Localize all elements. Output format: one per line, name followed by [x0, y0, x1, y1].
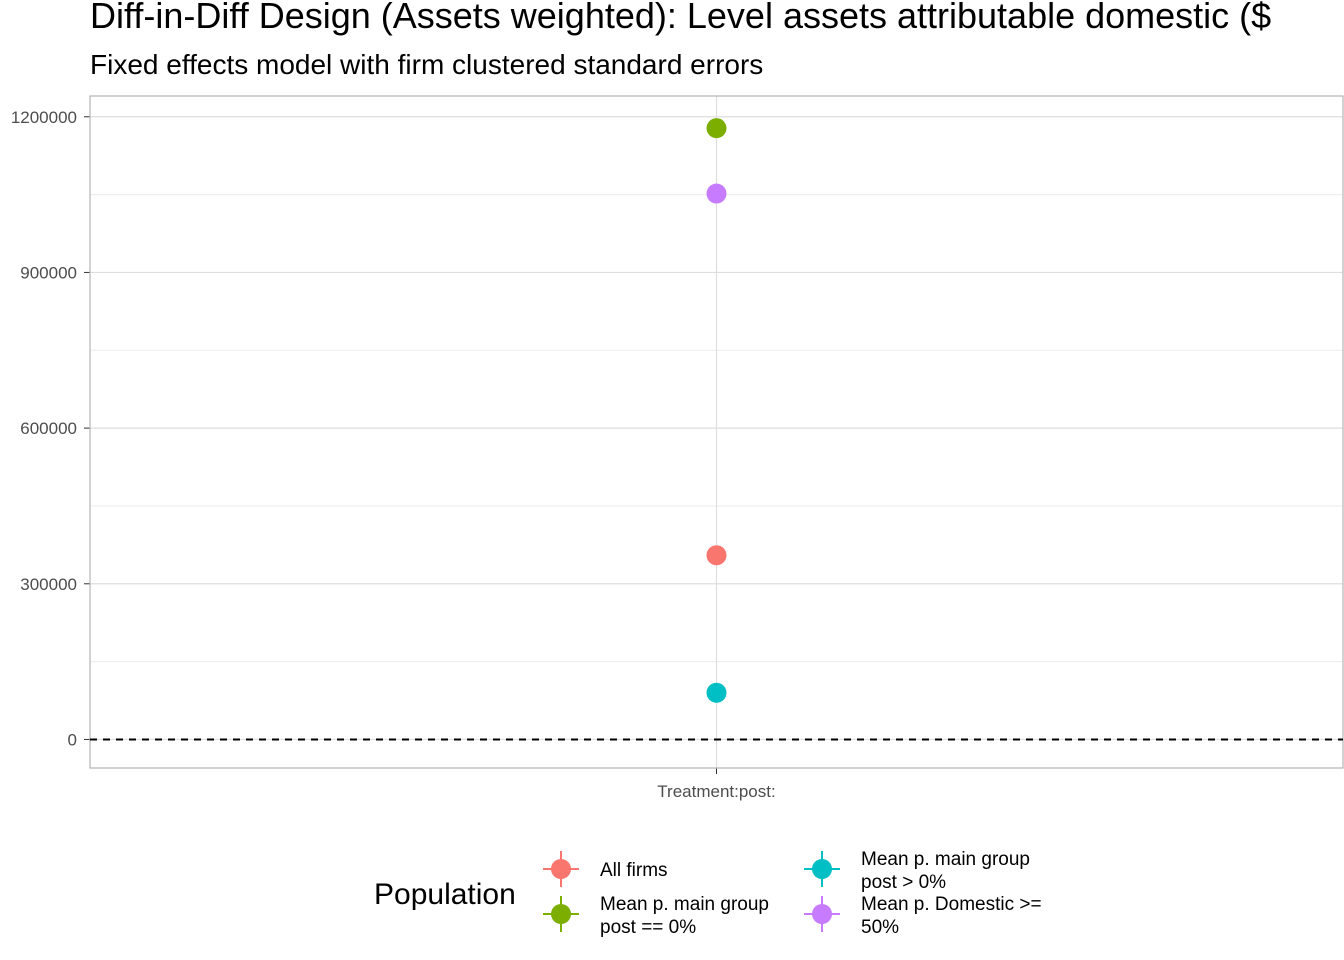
legend-key — [543, 851, 579, 887]
legend-key-point — [551, 859, 571, 879]
legend-label: All firms — [600, 860, 668, 881]
legend-key — [804, 896, 840, 932]
data-point — [706, 545, 727, 566]
chart-subtitle: Fixed effects model with firm clustered … — [90, 49, 763, 80]
data-point — [706, 118, 727, 139]
y-tick-label: 900000 — [20, 263, 77, 282]
legend-label: Mean p. main group post > 0% — [861, 849, 1030, 893]
x-tick-label: Treatment:post: — [657, 782, 775, 801]
axes: 0 300000 600000 900000 1200000 Treatment:post… — [11, 95, 1344, 801]
data-point — [706, 682, 727, 703]
legend-key-point — [812, 859, 832, 879]
data-points — [706, 118, 727, 703]
legend-label: Mean p. Domestic >= 50% — [861, 894, 1042, 938]
legend-key-point — [551, 904, 571, 924]
data-point — [706, 183, 727, 204]
y-tick-label: 300000 — [20, 575, 77, 594]
y-tick-label: 1200000 — [11, 108, 77, 127]
legend: Population All firms Mean p. main group po… — [374, 849, 1042, 938]
y-tick-label: 600000 — [20, 419, 77, 438]
panel-border — [89, 95, 1344, 769]
legend-label: Mean p. main group post == 0% — [600, 894, 769, 938]
legend-key-point — [812, 904, 832, 924]
y-tick-label: 0 — [68, 730, 77, 749]
chart-title: Diff-in-Diff Design (Assets weighted): L… — [90, 0, 1271, 36]
legend-title: Population — [374, 878, 516, 911]
legend-key — [804, 851, 840, 887]
legend-key — [543, 896, 579, 932]
